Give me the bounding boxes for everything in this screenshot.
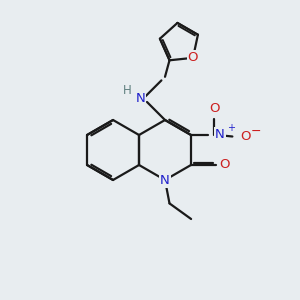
Text: N: N [136,92,145,105]
Text: N: N [160,173,170,187]
Text: +: + [227,123,235,134]
Text: O: O [220,158,230,172]
Text: O: O [209,101,220,115]
Text: H: H [122,83,131,97]
Text: O: O [188,51,198,64]
Text: N: N [215,128,225,142]
Text: −: − [251,124,262,138]
Text: O: O [240,130,250,143]
